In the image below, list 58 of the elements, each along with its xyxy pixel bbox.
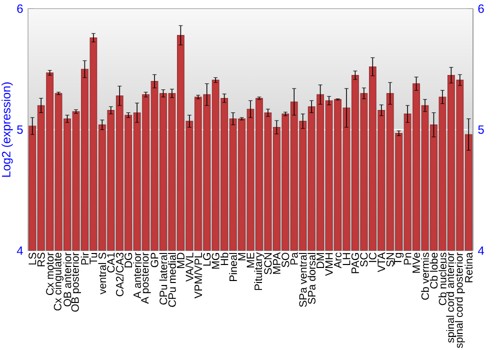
x-tick-label: Hb [220,252,228,266]
x-tick-label: Cb lobe [430,252,438,288]
x-tick-label: Pir [80,252,89,264]
x-tick-label: OB anterior [63,252,72,306]
x-tick-label: SPa ventral [298,253,307,307]
y2-tick-label: 6 [478,4,484,13]
x-tick-label: DG [124,253,132,268]
x-tick-label: SN [386,253,394,267]
x-tick-label: LH [342,253,350,266]
x-tick-label: Pn [404,252,412,264]
x-tick-label: DM [316,253,324,268]
x-tick-label: LS [28,252,36,264]
x-tick-label: CPu lateral [159,253,168,304]
x-tick-label: IC [368,252,376,262]
x-tick-label: SPa dorsal [308,253,316,304]
x-tick-label: ventral S [98,252,106,294]
x-tick-label: Cx motor [46,252,54,295]
x-tick-label: CA2/CA3 [116,252,124,296]
x-tick-label: CA1 [107,252,115,272]
x-tick-label: PAG [351,253,359,274]
x-tick-label: M [238,253,246,260]
x-tick-label: MG [212,253,220,269]
x-tick-label: VTA [378,252,386,272]
x-tick-label: spinal cord anterior [446,252,456,343]
x-tick-label: Retina [464,252,473,282]
x-tick-label: Tg [394,252,404,264]
x-tick-label: Cb nucleus [438,252,446,306]
y-tick-label: 4 [16,246,23,255]
x-tick-label: Arc [334,252,342,268]
y-tick-label: 6 [17,4,23,13]
x-tick-label: MVe [412,252,420,273]
y-tick-label: 5 [17,125,23,134]
x-tick-label: Cx cingulate [54,252,64,310]
x-tick-label: MD [177,252,184,268]
x-tick-label: SCN [264,253,272,274]
x-tick-label: OB posterior [71,252,81,312]
y-axis-title: Log2 (expression) [2,82,13,177]
x-tick-label: VA/VL [185,252,194,282]
x-tick-label: Cb vermis [421,252,429,300]
x-tick-label: SC [360,252,368,267]
x-tick-label: Pineal [229,252,237,282]
x-tick-label: Pa [290,252,298,264]
x-tick-label: Tu [90,252,98,264]
x-tick-label: A anterior [133,252,141,298]
x-tick-label: VPM/VPL [194,252,202,298]
y2-tick-label: 5 [478,125,484,134]
x-tick-label: LG [203,253,211,266]
x-tick-label: A posterior [140,252,151,304]
x-tick-label: MPA [273,252,280,274]
y2-tick-label: 4 [478,246,484,255]
x-tick-label: ME [246,252,254,268]
x-tick-label: SO [282,252,290,268]
x-tick-label: CPu medial [168,253,176,307]
x-tick-label: spinal cord posterior [454,252,465,348]
x-tick-label: RS [37,252,45,266]
x-tick-label: Pituitary [254,252,264,290]
x-tick-label: GP [150,252,158,268]
x-tick-label: VMH [325,253,333,276]
